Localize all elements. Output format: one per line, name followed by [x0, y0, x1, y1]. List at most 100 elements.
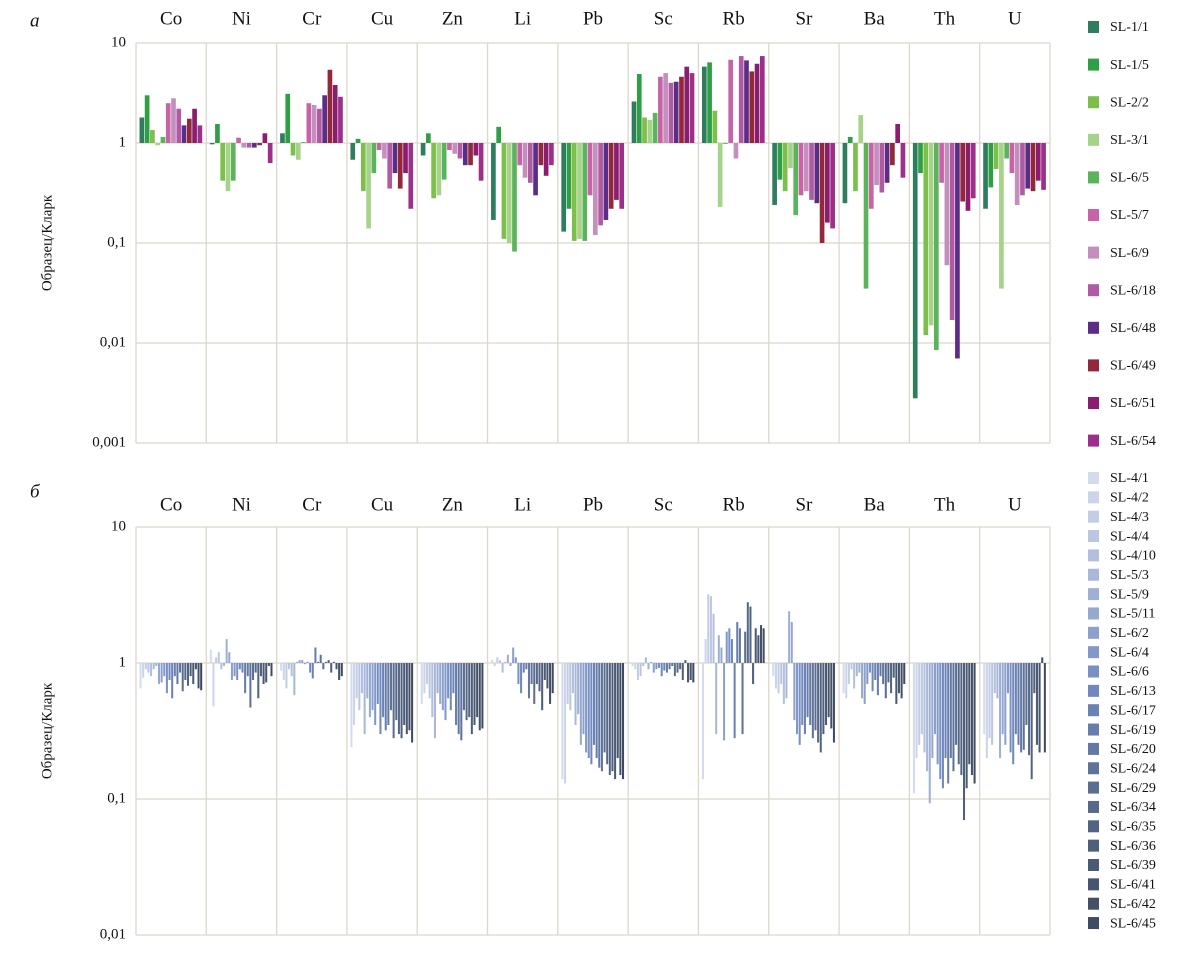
bar [918, 143, 923, 174]
bar [679, 663, 682, 670]
bar [868, 143, 874, 209]
bar [993, 143, 999, 169]
bar [215, 657, 218, 663]
bar [882, 663, 885, 685]
bar [879, 663, 882, 677]
bar [387, 143, 393, 189]
bar [496, 126, 501, 143]
y-tick-label: 0,01 [100, 334, 126, 350]
bar [830, 663, 833, 729]
bar [790, 622, 793, 663]
bar [527, 663, 531, 699]
bar [426, 133, 431, 143]
legend-swatch [1088, 133, 1099, 146]
bar [389, 663, 393, 711]
bar [350, 143, 356, 160]
legend-swatch [1088, 491, 1099, 504]
bar [593, 143, 598, 236]
legend-label: SL-1/5 [1110, 58, 1149, 73]
bar [668, 663, 671, 670]
bar [785, 663, 788, 699]
bar [803, 663, 806, 735]
bar [1025, 663, 1028, 726]
bar [225, 143, 231, 192]
bar [744, 60, 749, 144]
bar [1004, 143, 1009, 159]
bar [376, 663, 379, 704]
bar [614, 663, 617, 780]
legend-swatch [1088, 171, 1099, 184]
bar [355, 138, 361, 143]
category-label: U [1008, 8, 1022, 29]
bar [879, 143, 885, 193]
bar [738, 628, 741, 663]
bar [139, 117, 145, 143]
bar [301, 142, 306, 143]
bar [983, 143, 988, 209]
category-label: Th [934, 494, 956, 515]
bar [780, 663, 783, 685]
bar [501, 143, 507, 239]
bar [238, 663, 241, 670]
bar [608, 663, 611, 776]
bar [439, 663, 442, 704]
legend-swatch [1088, 58, 1099, 71]
bar [744, 631, 747, 663]
bar [587, 663, 590, 759]
bar [433, 663, 436, 739]
bar [730, 639, 734, 663]
bar [476, 663, 479, 718]
bar [355, 663, 358, 699]
bar [853, 663, 856, 689]
legend-swatch [1088, 568, 1099, 581]
bar [825, 663, 828, 726]
bar [285, 93, 291, 143]
bar [754, 63, 760, 143]
bar [431, 663, 434, 718]
bar [988, 143, 994, 188]
bar [512, 143, 517, 252]
bar [762, 628, 765, 663]
bar [420, 143, 426, 156]
legend-label: SL-5/7 [1110, 208, 1149, 223]
bar [1009, 143, 1015, 174]
bar [217, 652, 220, 663]
bar [741, 663, 744, 735]
bar [788, 611, 791, 663]
bar [374, 663, 377, 726]
legend-label: SL-4/2 [1110, 491, 1149, 506]
bar [223, 663, 226, 667]
legend-label: SL-6/13 [1110, 684, 1156, 699]
bar [715, 663, 718, 735]
legend-swatch [1088, 209, 1099, 221]
bar [918, 663, 921, 745]
bar [712, 110, 718, 143]
bar [197, 663, 200, 689]
bar [733, 663, 736, 739]
legend-label: SL-6/24 [1110, 761, 1156, 776]
bar [384, 663, 387, 731]
bar [1012, 663, 1015, 765]
bar [704, 639, 707, 663]
bar [376, 143, 382, 151]
bar [230, 663, 233, 680]
bar [468, 663, 471, 718]
bar [212, 663, 215, 707]
category-label: Sr [795, 494, 813, 515]
bar [252, 143, 257, 148]
bar [955, 663, 958, 745]
category-label: Sr [795, 8, 813, 29]
bar [728, 59, 734, 143]
bar [871, 663, 874, 692]
bar [863, 143, 869, 289]
bar [473, 663, 476, 726]
legend-swatch [1088, 820, 1099, 833]
bar [257, 663, 260, 699]
legend-swatch [1088, 684, 1099, 697]
bar [561, 663, 564, 780]
bar [150, 663, 153, 677]
category-label: Cu [371, 494, 394, 515]
category-label: Li [514, 8, 531, 29]
bar [955, 143, 960, 359]
bar [673, 81, 679, 143]
